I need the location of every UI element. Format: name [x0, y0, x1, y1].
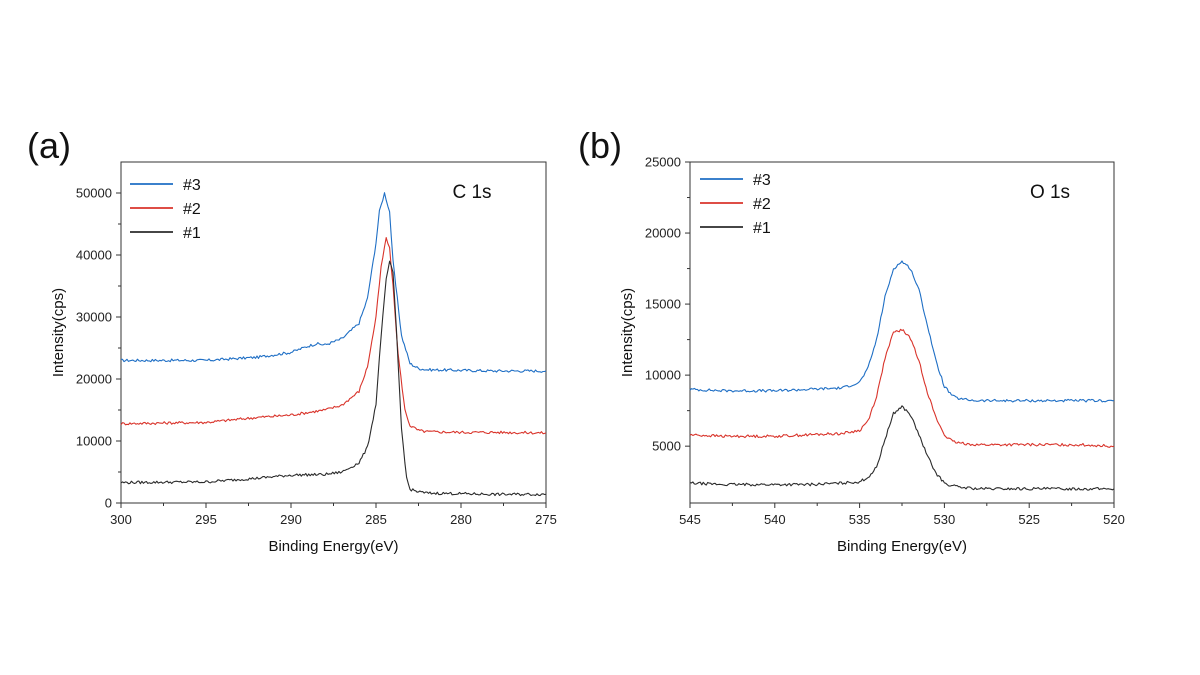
- x-tick-label: 525: [1018, 512, 1040, 527]
- plot-frame: [689, 161, 1115, 504]
- x-tick-label: 535: [849, 512, 871, 527]
- series-line-2: [120, 237, 547, 435]
- panel-label: (b): [578, 125, 622, 166]
- series-line-1: [120, 260, 547, 497]
- x-axis-title: Binding Energy(eV): [837, 538, 967, 555]
- series-line-2: [689, 328, 1115, 448]
- series-line-3: [121, 192, 547, 373]
- x-tick-label: 285: [365, 512, 387, 527]
- legend-label: #1: [753, 220, 771, 237]
- y-tick-label: 5000: [652, 439, 681, 454]
- y-tick-label: 0: [105, 496, 112, 511]
- x-tick-label: 540: [764, 512, 786, 527]
- series-line-1: [689, 405, 1115, 491]
- x-tick-label: 545: [679, 512, 701, 527]
- y-tick-label: 30000: [76, 310, 112, 325]
- core-level-annotation: C 1s: [452, 182, 491, 203]
- y-tick-label: 25000: [645, 155, 681, 170]
- legend-label: #1: [183, 225, 201, 242]
- x-tick-label: 530: [934, 512, 956, 527]
- legend-label: #2: [753, 196, 771, 213]
- y-tick-label: 40000: [76, 248, 112, 263]
- x-tick-label: 300: [110, 512, 132, 527]
- chart-panel-b: (b) 545 540 535 530 525 520 5000 10000 15000 20000…: [578, 125, 1125, 555]
- y-tick-label: 50000: [76, 186, 112, 201]
- y-axis-title: Intensity(cps): [50, 288, 67, 377]
- panel-label: (a): [27, 125, 71, 166]
- y-tick-label: 10000: [645, 368, 681, 383]
- legend-label: #3: [183, 177, 201, 194]
- y-tick-label: 15000: [645, 297, 681, 312]
- x-tick-label: 520: [1103, 512, 1125, 527]
- x-tick-label: 295: [195, 512, 217, 527]
- series-line-3: [689, 260, 1114, 403]
- core-level-annotation: O 1s: [1030, 182, 1070, 203]
- y-tick-label: 20000: [645, 226, 681, 241]
- x-tick-label: 280: [450, 512, 472, 527]
- x-tick-label: 275: [535, 512, 557, 527]
- chart-panel-a: (a) 300 295 290 285 280 275 0 10000 20000 30000 400…: [27, 125, 557, 555]
- x-axis-title: Binding Energy(eV): [268, 538, 398, 555]
- y-tick-label: 10000: [76, 434, 112, 449]
- x-tick-label: 290: [280, 512, 302, 527]
- y-axis-title: Intensity(cps): [619, 288, 636, 377]
- legend-label: #3: [753, 172, 771, 189]
- y-tick-label: 20000: [76, 372, 112, 387]
- legend-label: #2: [183, 201, 201, 218]
